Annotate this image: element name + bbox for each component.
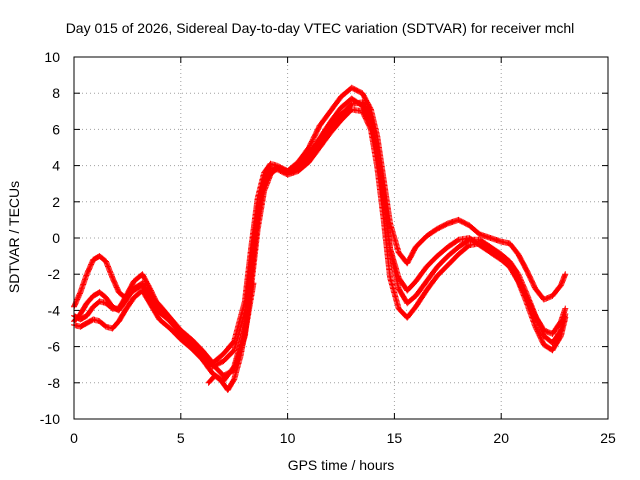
series-markers [71,84,569,366]
x-tick-label: 5 [177,430,185,446]
y-tick-label: 4 [52,158,60,174]
chart-title: Day 015 of 2026, Sidereal Day-to-day VTE… [65,20,575,36]
plot-frame [73,56,609,420]
series-track-2 [71,95,569,370]
y-axis-label: SDTVAR / TECUs [6,180,22,294]
y-tick-label: -4 [48,302,61,318]
y-tick-label: -2 [48,266,61,282]
y-tick-label: -8 [48,375,61,391]
y-tick-label: 10 [44,49,60,65]
series-markers [71,106,569,384]
y-tick-label: -10 [40,411,60,427]
series-markers [71,95,569,370]
x-tick-label: 15 [387,430,403,446]
y-tick-label: 0 [52,230,60,246]
grid [74,57,608,419]
y-tick-label: 8 [52,85,60,101]
data-points [71,84,569,393]
series-track-3 [71,106,569,384]
x-tick-label: 0 [70,430,78,446]
y-tick-label: 6 [52,121,60,137]
y-tick-label: -6 [48,339,61,355]
x-axis-label: GPS time / hours [287,457,395,473]
series-markers [205,280,257,393]
axis-ticks: 0 5 10 15 20 25 -10 -8 -6 -4 -2 0 2 4 6 8 10 [40,49,616,446]
x-tick-label: 25 [600,430,616,446]
x-tick-label: 20 [493,430,509,446]
x-tick-label: 10 [280,430,296,446]
series-track-1 [71,84,569,366]
y-tick-label: 2 [52,194,60,210]
series-track-5 [205,280,257,393]
